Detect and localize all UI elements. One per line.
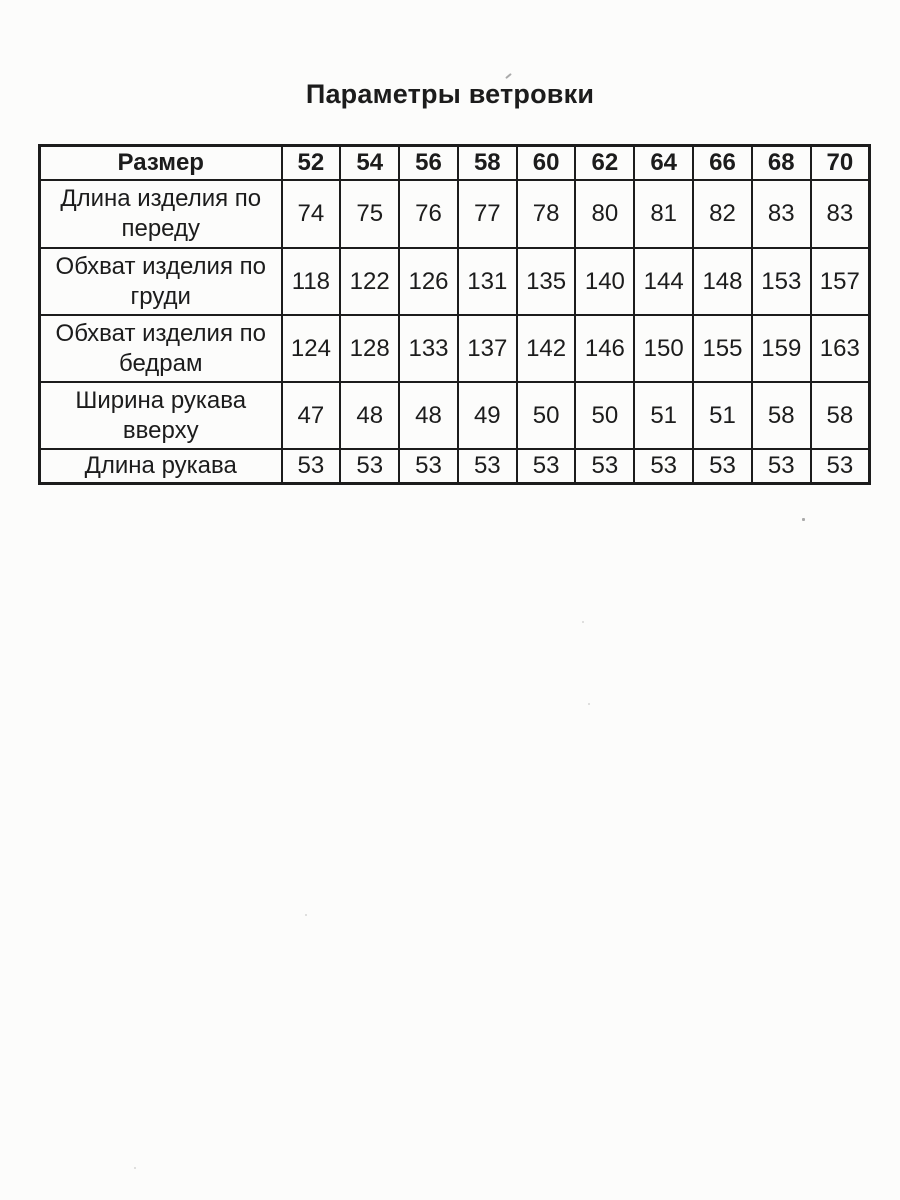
value-cell: 53 xyxy=(809,448,871,485)
value-cell: 140 xyxy=(574,247,636,316)
value-cell: 74 xyxy=(280,179,342,249)
size-header-cell: 52 xyxy=(280,144,342,181)
value-cell: 135 xyxy=(515,247,577,316)
value-cell: 148 xyxy=(692,247,753,316)
value-cell: 155 xyxy=(692,314,753,383)
value-cell: 157 xyxy=(809,247,871,316)
size-header-cell: 62 xyxy=(574,144,636,181)
value-cell: 144 xyxy=(633,247,695,316)
scan-speck xyxy=(134,1167,136,1169)
row-label-cell: Ширина рукава вверху xyxy=(38,381,283,450)
value-cell: 51 xyxy=(692,381,753,450)
value-cell: 53 xyxy=(750,448,812,485)
size-header-cell: 66 xyxy=(692,144,753,181)
scan-speck xyxy=(802,518,805,521)
row-label-cell: Обхват изделия по груди xyxy=(38,247,283,316)
value-cell: 48 xyxy=(398,381,459,450)
value-cell: 76 xyxy=(398,179,459,249)
size-header-cell: 68 xyxy=(750,144,812,181)
value-cell: 50 xyxy=(515,381,577,450)
size-header-cell: 58 xyxy=(456,144,518,181)
value-cell: 53 xyxy=(398,448,459,485)
table-row: Обхват изделия по бедрам 124 128 133 137 142 1… xyxy=(38,314,871,383)
value-cell: 126 xyxy=(398,247,459,316)
value-cell: 53 xyxy=(574,448,636,485)
value-cell: 133 xyxy=(398,314,459,383)
value-cell: 53 xyxy=(339,448,401,485)
value-cell: 118 xyxy=(280,247,342,316)
value-cell: 83 xyxy=(809,179,871,249)
value-cell: 53 xyxy=(280,448,342,485)
value-cell: 137 xyxy=(456,314,518,383)
table-row: Длина рукава 53 53 53 53 53 53 53 53 53 53 xyxy=(38,448,871,485)
size-header-cell: 64 xyxy=(633,144,695,181)
table-row: Ширина рукава вверху 47 48 48 49 50 50 51 51 58 58 xyxy=(38,381,871,450)
value-cell: 53 xyxy=(633,448,695,485)
value-cell: 142 xyxy=(515,314,577,383)
row-label-cell: Длина рукава xyxy=(38,448,283,485)
row-label-cell: Длина изделия по переду xyxy=(38,179,283,249)
size-header-cell: 56 xyxy=(398,144,459,181)
value-cell: 128 xyxy=(339,314,401,383)
value-cell: 122 xyxy=(339,247,401,316)
value-cell: 159 xyxy=(750,314,812,383)
value-cell: 53 xyxy=(456,448,518,485)
value-cell: 77 xyxy=(456,179,518,249)
value-cell: 49 xyxy=(456,381,518,450)
value-cell: 58 xyxy=(750,381,812,450)
table-row: Обхват изделия по груди 118 122 126 131 135 14… xyxy=(38,247,871,316)
value-cell: 163 xyxy=(809,314,871,383)
value-cell: 58 xyxy=(809,381,871,450)
value-cell: 51 xyxy=(633,381,695,450)
value-cell: 146 xyxy=(574,314,636,383)
table-row: Длина изделия по переду 74 75 76 77 78 80 81 82 8… xyxy=(38,179,871,249)
page-title: Параметры ветровки xyxy=(305,79,595,109)
size-header-cell: 54 xyxy=(339,144,401,181)
value-cell: 78 xyxy=(515,179,577,249)
table-header-row: Размер 52 54 56 58 60 62 64 66 68 70 xyxy=(38,144,871,181)
value-cell: 48 xyxy=(339,381,401,450)
value-cell: 82 xyxy=(692,179,753,249)
header-corner-cell: Размер xyxy=(38,144,283,181)
value-cell: 83 xyxy=(750,179,812,249)
value-cell: 150 xyxy=(633,314,695,383)
value-cell: 53 xyxy=(515,448,577,485)
value-cell: 124 xyxy=(280,314,342,383)
size-header-cell: 60 xyxy=(515,144,577,181)
scan-speck xyxy=(588,703,590,705)
value-cell: 153 xyxy=(750,247,812,316)
value-cell: 47 xyxy=(280,381,342,450)
value-cell: 50 xyxy=(574,381,636,450)
value-cell: 53 xyxy=(692,448,753,485)
value-cell: 131 xyxy=(456,247,518,316)
scan-speck xyxy=(305,914,307,916)
value-cell: 75 xyxy=(339,179,401,249)
size-table: Размер 52 54 56 58 60 62 64 66 68 70 Длина издели… xyxy=(38,144,871,485)
value-cell: 80 xyxy=(574,179,636,249)
row-label-cell: Обхват изделия по бедрам xyxy=(38,314,283,383)
size-header-cell: 70 xyxy=(809,144,871,181)
value-cell: 81 xyxy=(633,179,695,249)
scan-speck xyxy=(582,621,584,623)
